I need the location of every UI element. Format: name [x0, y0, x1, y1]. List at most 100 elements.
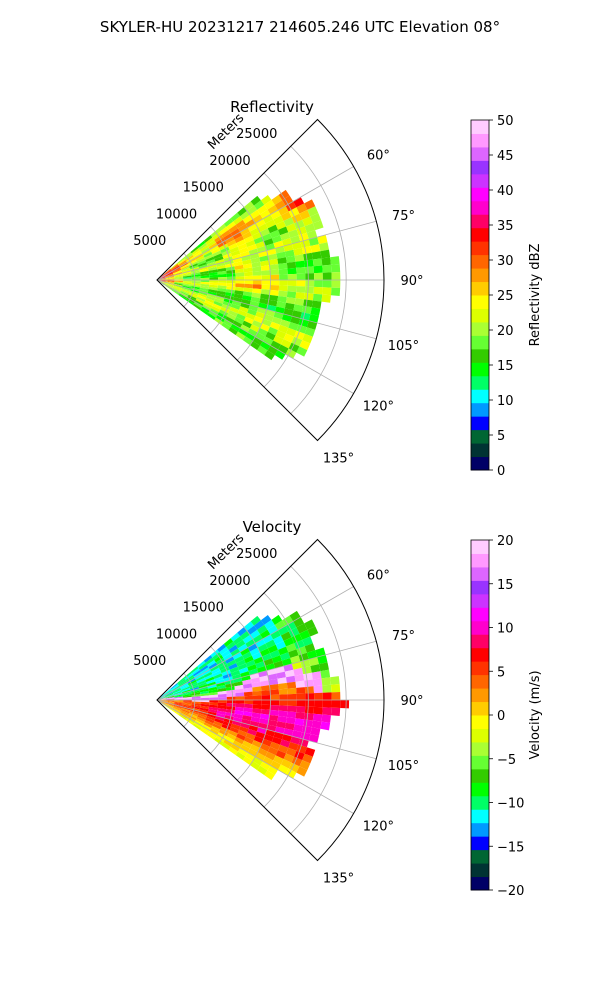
data-cell: [207, 684, 217, 689]
data-cell: [244, 275, 254, 280]
colorbar-swatch: [471, 809, 489, 824]
data-cell: [199, 686, 209, 691]
data-cell: [211, 305, 221, 313]
data-cell: [311, 300, 322, 309]
data-cell: [259, 323, 270, 332]
data-cell: [230, 228, 241, 237]
data-cell: [257, 327, 268, 337]
data-cell: [269, 229, 281, 239]
data-cell: [267, 765, 278, 776]
data-cell: [202, 724, 212, 731]
data-cell: [226, 733, 237, 741]
data-cell: [314, 280, 323, 288]
data-cell: [178, 714, 187, 721]
data-cell: [296, 267, 306, 274]
data-cell: [285, 255, 296, 263]
colorbar-swatch: [471, 389, 489, 404]
data-cell: [260, 341, 271, 351]
data-cell: [234, 286, 244, 292]
data-cell: [252, 700, 262, 705]
data-cell: [204, 674, 214, 680]
data-cell: [321, 677, 331, 686]
data-cell: [244, 655, 254, 664]
data-cell: [235, 692, 245, 697]
data-cell: [204, 254, 214, 260]
data-cell: [247, 748, 258, 757]
data-cell: [173, 285, 182, 289]
data-cell: [331, 700, 341, 708]
data-cell: [290, 316, 301, 325]
data-cell: [191, 692, 201, 696]
data-cell: [189, 711, 199, 717]
data-cell: [270, 689, 280, 696]
data-cell: [249, 720, 260, 728]
data-cell: [257, 747, 268, 757]
data-cell: [251, 320, 262, 328]
data-cell: [296, 693, 306, 700]
data-cell: [195, 255, 205, 262]
velocity-sector-frame: [156, 538, 385, 862]
data-cell: [312, 713, 323, 722]
data-cell: [217, 690, 227, 695]
data-cell: [296, 623, 308, 634]
data-cell: [291, 310, 302, 319]
data-cell: [222, 721, 232, 727]
data-cell: [232, 257, 243, 263]
colorbar-tick-label: 5: [497, 429, 505, 444]
colorbar-swatch: [471, 661, 489, 676]
colorbar-swatch: [471, 674, 489, 689]
data-cell: [285, 297, 296, 305]
data-cell: [231, 720, 242, 727]
data-cell: [199, 266, 209, 271]
data-cell: [233, 636, 243, 645]
data-cell: [177, 678, 186, 685]
colorbar-tick-label: 15: [497, 359, 514, 374]
data-cell: [170, 683, 178, 690]
data-cell: [240, 302, 250, 309]
data-cell: [267, 326, 278, 336]
data-cell: [304, 259, 314, 268]
data-cell: [186, 256, 195, 263]
colorbar-swatch: [471, 540, 489, 554]
data-cell: [252, 275, 262, 280]
data-cell: [260, 629, 271, 639]
data-cell: [224, 259, 234, 265]
data-cell: [240, 671, 250, 678]
data-cell: [208, 704, 218, 708]
colorbar-swatch: [471, 456, 489, 471]
data-cell: [304, 199, 316, 210]
data-cell: [198, 682, 207, 687]
data-cell: [317, 234, 328, 245]
data-cell: [289, 610, 301, 622]
data-cell: [304, 266, 315, 274]
data-cell: [270, 694, 280, 700]
data-cell: [173, 271, 182, 275]
colorbar-tick-label: −5: [497, 753, 516, 768]
data-cell: [312, 220, 324, 231]
data-cell: [251, 652, 262, 660]
colorbar-swatch: [471, 876, 489, 891]
data-cell: [285, 201, 297, 212]
data-cell: [165, 694, 174, 698]
data-cell: [216, 710, 226, 716]
data-cell: [260, 209, 271, 219]
data-cell: [270, 269, 280, 276]
data-cell: [265, 219, 276, 229]
data-cell: [299, 340, 311, 351]
data-cell: [165, 696, 175, 699]
data-cell: [287, 267, 297, 275]
data-cell: [233, 261, 243, 267]
colorbar-swatch: [471, 755, 489, 770]
colorbar-tick-label: −10: [497, 797, 524, 812]
data-cell: [275, 330, 287, 340]
colorbar-swatch: [471, 849, 489, 864]
data-cell: [312, 293, 323, 302]
data-cell: [281, 733, 292, 743]
data-cell: [228, 310, 238, 317]
colorbar-swatch: [471, 254, 489, 269]
data-cell: [164, 272, 174, 277]
data-cell: [265, 331, 276, 341]
data-cell: [267, 299, 278, 307]
data-cell: [230, 632, 241, 642]
